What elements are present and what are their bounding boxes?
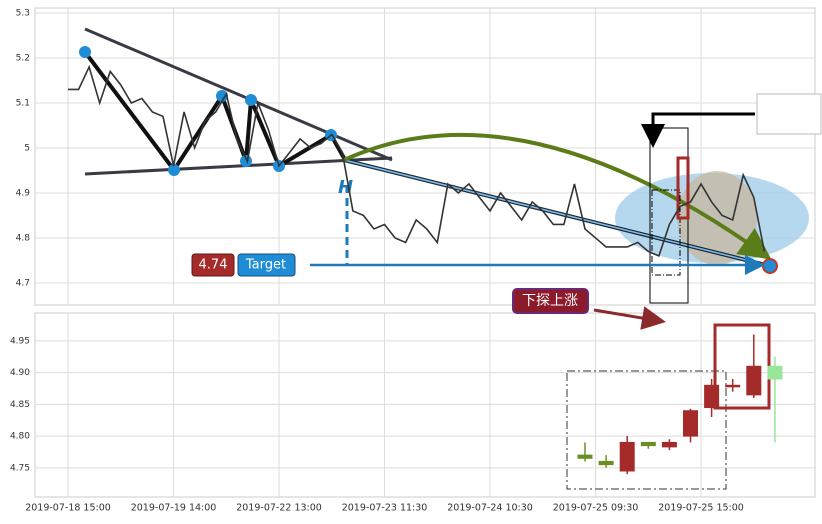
y-tick-label: 4.8 [16,233,31,243]
target-point [762,258,778,274]
candle-body [661,441,677,448]
y-tick-label: 5.3 [16,8,30,18]
x-tick-label: 2019-07-22 13:00 [236,503,322,514]
candle-body [577,454,593,459]
pointer-arrow [641,112,755,148]
thumbnail [756,93,822,135]
projection-line-inner [343,159,771,267]
candle-body [640,441,656,447]
y-tick-label: 5.2 [16,53,30,63]
y-tick-label: 5 [24,143,30,153]
range-box [566,370,727,490]
zoom-red [676,156,690,220]
bottom-panel [34,312,816,498]
price-line [68,64,766,258]
triangle-upper [84,27,393,162]
target-text: Target [245,258,286,273]
candle-body [598,460,614,466]
y-tick-label: 4.80 [10,432,30,442]
callout: 下探上涨 [522,293,578,309]
callout-box [512,288,589,314]
pattern-label: H [338,177,353,198]
candle-body [725,384,741,388]
y-tick-label: 4.7 [16,278,30,288]
y-tick-label: 4.95 [10,336,30,346]
y-tick-label: 4.90 [10,368,30,378]
candle-body [767,365,783,380]
x-tick-label: 2019-07-25 09:30 [553,503,639,514]
target-box [237,253,296,277]
y-tick-label: 4.9 [16,188,31,198]
candle-body [683,410,699,437]
x-tick-label: 2019-07-19 14:00 [131,503,217,514]
callout-arrow [593,306,666,330]
candle-body [619,441,635,472]
triangle-lower [84,156,393,176]
x-tick-label: 2019-07-24 10:30 [447,503,533,514]
value-box [191,253,235,277]
zoom-inner [651,189,681,276]
arc-arrow [343,132,772,260]
candle-body [704,384,720,409]
zigzag [83,50,346,174]
x-tick-label: 2019-07-23 11:30 [342,503,428,514]
x-tick-label: 2019-07-18 15:00 [25,503,111,514]
marks [68,64,783,475]
y-tick-label: 4.75 [10,463,30,473]
y-tick-label: 5.1 [16,98,30,108]
candle-body [746,365,762,396]
target-value: 4.74 [199,258,228,273]
y-tick-label: 4.85 [10,400,30,410]
x-tick-label: 2019-07-25 15:00 [658,503,744,514]
